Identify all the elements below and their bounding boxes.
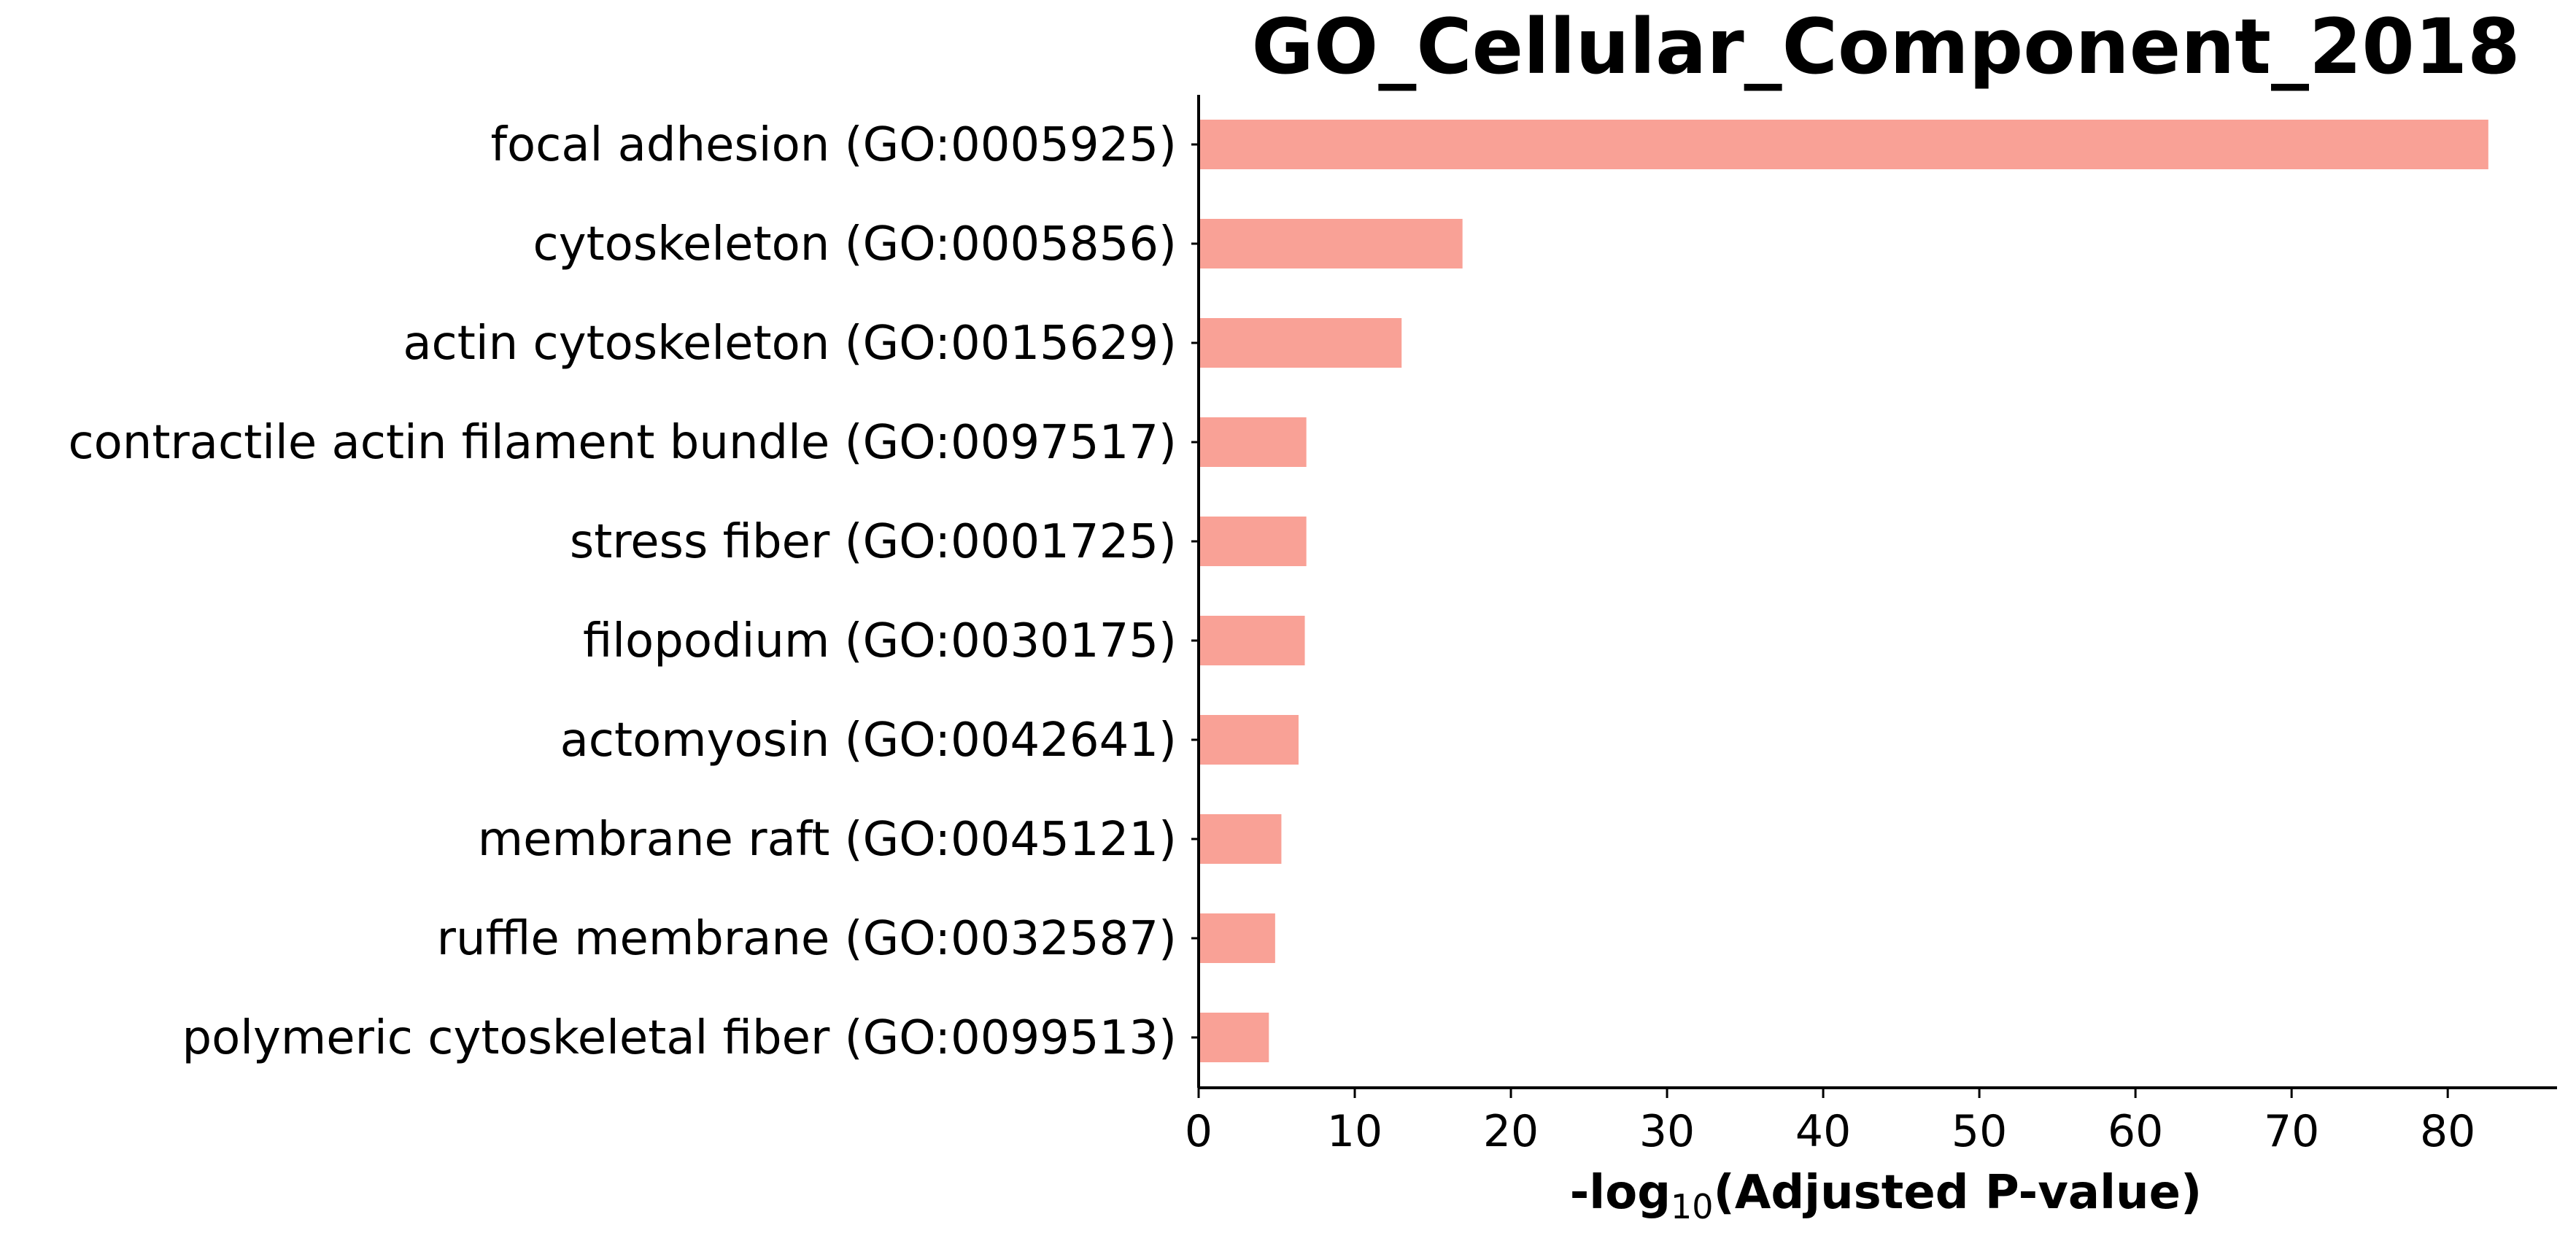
bar xyxy=(1199,913,1275,963)
x-tick-label: 60 xyxy=(2108,1106,2163,1157)
category-label: membrane raft (GO:0045121) xyxy=(478,813,1177,867)
x-axis-label-prefix: -log xyxy=(1570,1166,1671,1220)
axes xyxy=(1191,95,2557,1089)
x-axis-label-subscript: 10 xyxy=(1671,1187,1714,1226)
bar xyxy=(1199,120,2488,169)
x-tick-label: 30 xyxy=(1639,1106,1695,1157)
x-tick-label: 20 xyxy=(1483,1106,1539,1157)
chart-title: GO_Cellular_Component_2018 xyxy=(1252,2,2521,91)
x-tick-label: 0 xyxy=(1185,1106,1212,1157)
category-label: filopodium (GO:0030175) xyxy=(583,614,1177,668)
category-label: stress fiber (GO:0001725) xyxy=(570,515,1177,569)
x-ticks: 0 10 20 30 40 50 60 70 80 xyxy=(1185,1088,2475,1157)
x-axis-label: -log10(Adjusted P-value) xyxy=(1570,1166,2202,1226)
bar xyxy=(1199,1013,1269,1062)
x-tick-label: 50 xyxy=(1952,1106,2007,1157)
category-label: polymeric cytoskeletal fiber (GO:0099513… xyxy=(182,1011,1177,1065)
bar xyxy=(1199,219,1463,268)
x-axis-label-suffix: (Adjusted P-value) xyxy=(1714,1166,2202,1220)
bar xyxy=(1199,715,1299,765)
bar xyxy=(1199,814,1282,864)
category-label: actomyosin (GO:0042641) xyxy=(560,714,1177,768)
bars-layer xyxy=(1199,120,2488,1062)
x-tick-label: 40 xyxy=(1795,1106,1851,1157)
bar xyxy=(1199,318,1402,368)
bar xyxy=(1199,417,1307,467)
bar xyxy=(1199,517,1307,566)
bar xyxy=(1199,616,1305,665)
category-label: ruffle membrane (GO:0032587) xyxy=(437,912,1177,966)
category-labels: focal adhesion (GO:0005925) cytoskeleton … xyxy=(68,118,1177,1065)
x-tick-label: 80 xyxy=(2420,1106,2475,1157)
category-label: actin cytoskeleton (GO:0015629) xyxy=(403,317,1177,371)
category-label: focal adhesion (GO:0005925) xyxy=(490,118,1177,172)
x-tick-label: 70 xyxy=(2264,1106,2319,1157)
x-tick-label: 10 xyxy=(1327,1106,1382,1157)
category-label: contractile actin filament bundle (GO:00… xyxy=(68,416,1177,470)
category-label: cytoskeleton (GO:0005856) xyxy=(533,217,1177,271)
